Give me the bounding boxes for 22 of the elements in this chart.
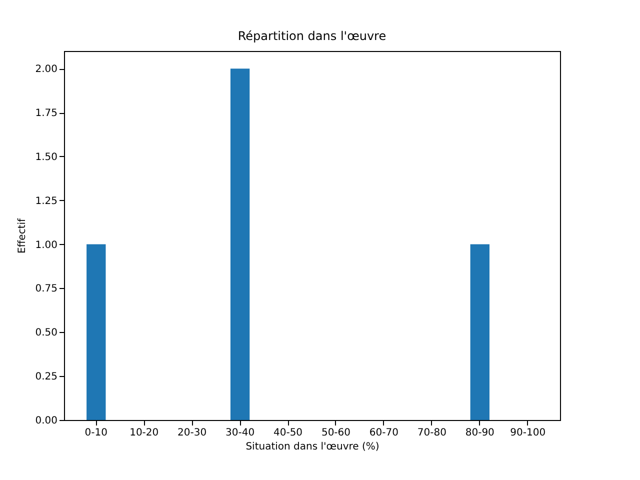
y-axis-title: Effectif (17, 218, 28, 254)
y-tick-label: 0.50 (35, 328, 58, 339)
x-tick-label: 90-100 (510, 428, 546, 438)
x-tick-label: 0-10 (84, 428, 108, 438)
x-tick-label: 30-40 (226, 428, 255, 438)
x-tick-label: 50-60 (321, 428, 351, 438)
y-tick-label: 2.00 (35, 64, 58, 76)
x-tick-label: 80-90 (465, 428, 494, 438)
y-tick-label: 1.50 (35, 152, 58, 163)
y-tick-label: 1.75 (35, 108, 58, 119)
y-tick-label: 0.75 (35, 284, 58, 295)
chart-title: Répartition dans l'œuvre (238, 29, 386, 43)
y-tick-label: 0.25 (35, 372, 58, 383)
x-tick-label: 40-50 (273, 428, 303, 438)
y-tick-label: 1.25 (35, 196, 58, 207)
x-tick-label: 70-80 (417, 428, 446, 438)
x-axis-title: Situation dans l'œuvre (%) (246, 442, 380, 452)
y-tick-label: 0.00 (35, 416, 58, 426)
x-tick-label: 10-20 (130, 428, 159, 438)
y-tick-label: 1.00 (35, 240, 58, 251)
x-tick-label: 60-70 (369, 428, 398, 438)
x-tick-label: 20-30 (178, 428, 207, 438)
